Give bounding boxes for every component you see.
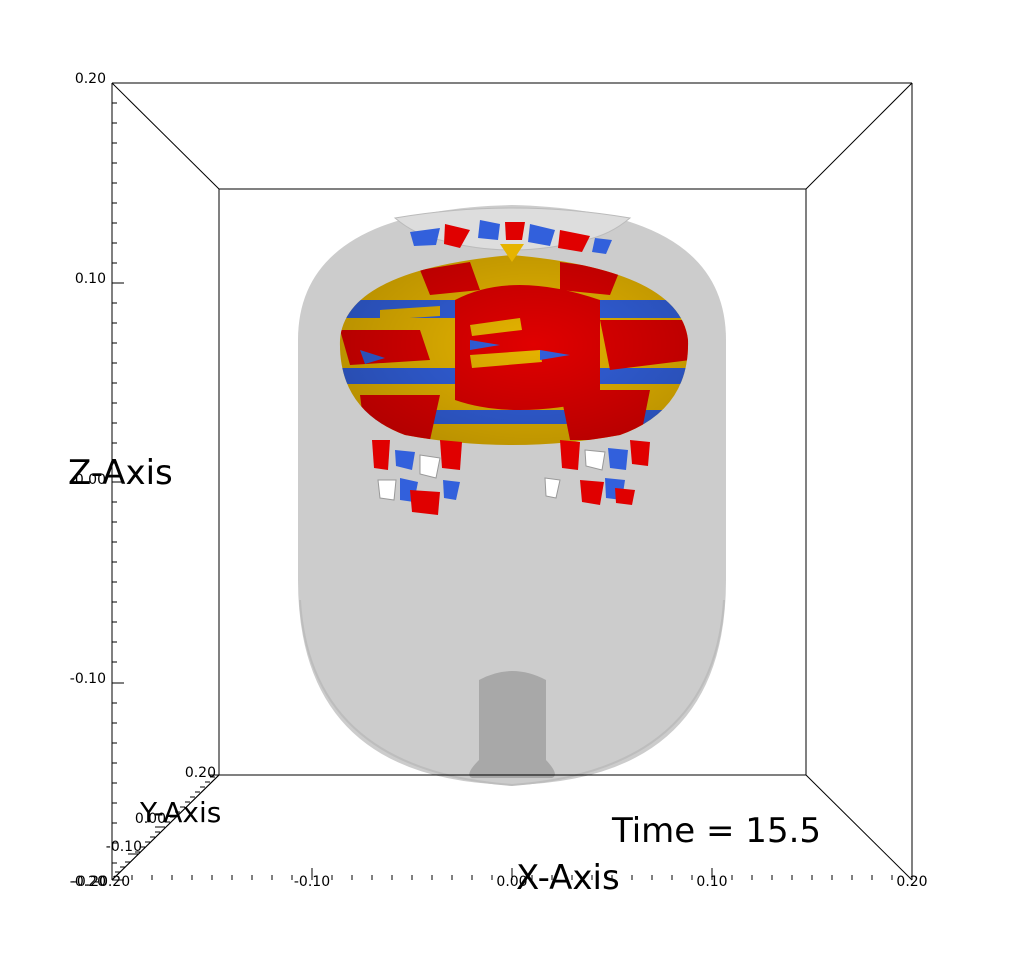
y-axis-tick-labels: 0.20 0.00 -0.10 -0.20 bbox=[72, 765, 216, 890]
y-tick-label: 0.20 bbox=[185, 765, 216, 781]
z-tick-label: 0.00 bbox=[75, 472, 106, 488]
z-tick-label: 0.10 bbox=[75, 271, 106, 287]
z-axis-title: Z-Axis bbox=[68, 453, 173, 493]
z-tick-label: 0.20 bbox=[75, 71, 106, 87]
z-axis-ticks bbox=[112, 82, 124, 881]
x-tick-label: 0.00 bbox=[496, 874, 527, 890]
x-tick-label: -0.20 bbox=[94, 874, 130, 890]
y-tick-label: -0.10 bbox=[106, 839, 142, 855]
y-axis-title: Y-Axis bbox=[139, 796, 221, 829]
x-axis-tick-labels: -0.20 -0.10 0.00 0.10 0.20 bbox=[94, 874, 928, 890]
container-bottom-rim bbox=[299, 599, 725, 787]
y-tick-label: -0.20 bbox=[72, 874, 108, 890]
z-tick-label: -0.10 bbox=[70, 671, 106, 687]
y-tick-label: 0.00 bbox=[135, 811, 166, 827]
inlet-pipe bbox=[469, 671, 555, 778]
z-tick-label: -0.20 bbox=[70, 874, 106, 890]
lower-fragments-right bbox=[544, 440, 650, 505]
lower-fragments-left bbox=[372, 440, 462, 515]
top-fragments bbox=[410, 220, 612, 262]
x-tick-label: 0.10 bbox=[696, 874, 727, 890]
x-tick-label: 0.20 bbox=[896, 874, 927, 890]
x-tick-label: -0.10 bbox=[294, 874, 330, 890]
time-label: Time = 15.5 bbox=[611, 811, 821, 851]
interface-surface bbox=[339, 255, 689, 445]
x-axis-title: X-Axis bbox=[516, 858, 620, 898]
y-axis-ticks bbox=[111, 774, 220, 881]
x-axis-ticks bbox=[111, 868, 913, 880]
z-axis-tick-labels: 0.20 0.10 0.00 -0.10 -0.20 bbox=[70, 71, 106, 890]
